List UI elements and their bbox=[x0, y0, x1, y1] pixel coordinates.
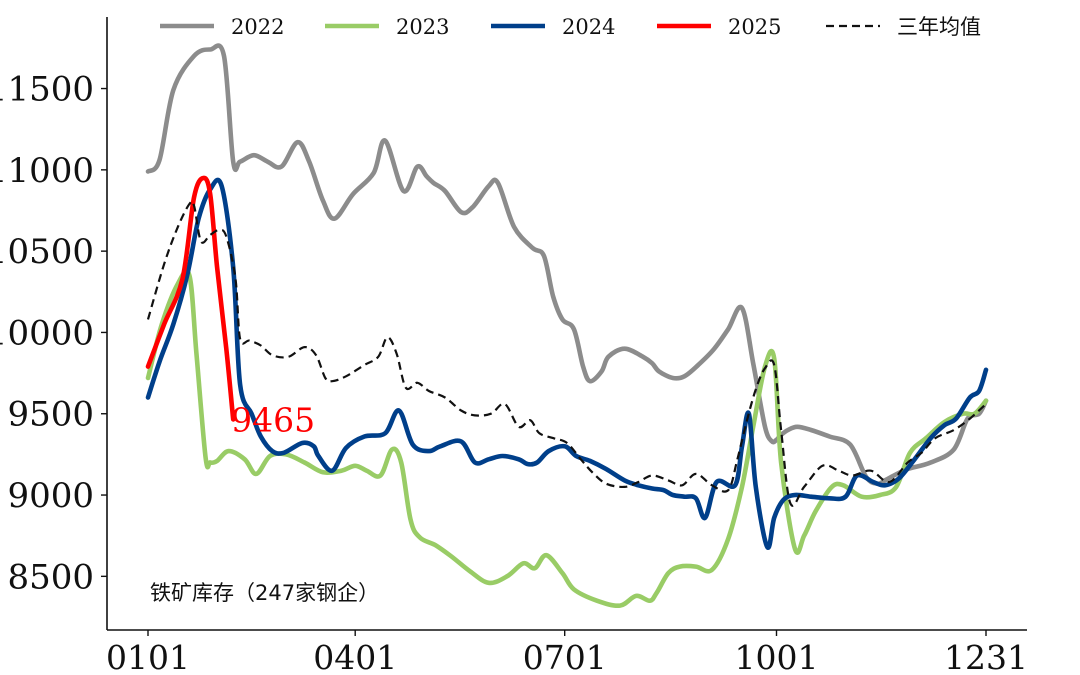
y-tick-label: 10500 bbox=[0, 232, 94, 272]
end-value-label: 9465 bbox=[231, 400, 315, 439]
series-layer bbox=[145, 43, 989, 609]
x-tick-label: 0401 bbox=[313, 638, 397, 675]
legend-label: 2022 bbox=[231, 15, 284, 39]
x-ticks: 0101 0401 0701 1001 1231 bbox=[106, 630, 1028, 675]
chart-annotation: 铁矿库存（247家钢企） bbox=[150, 581, 379, 605]
legend-label: 三年均值 bbox=[897, 15, 981, 39]
x-tick-label: 1001 bbox=[735, 638, 819, 675]
series-line-2023 bbox=[145, 268, 989, 609]
y-tick-label: 10000 bbox=[0, 313, 94, 353]
x-tick-label: 1231 bbox=[944, 638, 1028, 675]
legend: 2022 2023 2024 2025 三年均值 bbox=[160, 15, 981, 39]
y-tick-label: 9500 bbox=[7, 395, 94, 435]
series-line-2025 bbox=[145, 175, 236, 422]
series-line-2022 bbox=[145, 43, 989, 487]
legend-label: 2024 bbox=[562, 15, 615, 39]
axes bbox=[106, 17, 1027, 631]
y-tick-label: 11500 bbox=[0, 70, 94, 110]
legend-label: 2023 bbox=[396, 15, 449, 39]
series-line-2024 bbox=[145, 177, 989, 550]
y-tick-label: 11000 bbox=[0, 151, 94, 191]
series-line-三年均值 bbox=[146, 200, 987, 507]
y-tick-label: 8500 bbox=[7, 557, 94, 597]
legend-label: 2025 bbox=[728, 15, 781, 39]
x-tick-label: 0101 bbox=[106, 638, 190, 675]
x-tick-label: 0701 bbox=[523, 638, 607, 675]
y-ticks: 8500 9000 9500 10000 10500 11000 11500 bbox=[0, 70, 107, 597]
y-tick-label: 9000 bbox=[7, 476, 94, 516]
